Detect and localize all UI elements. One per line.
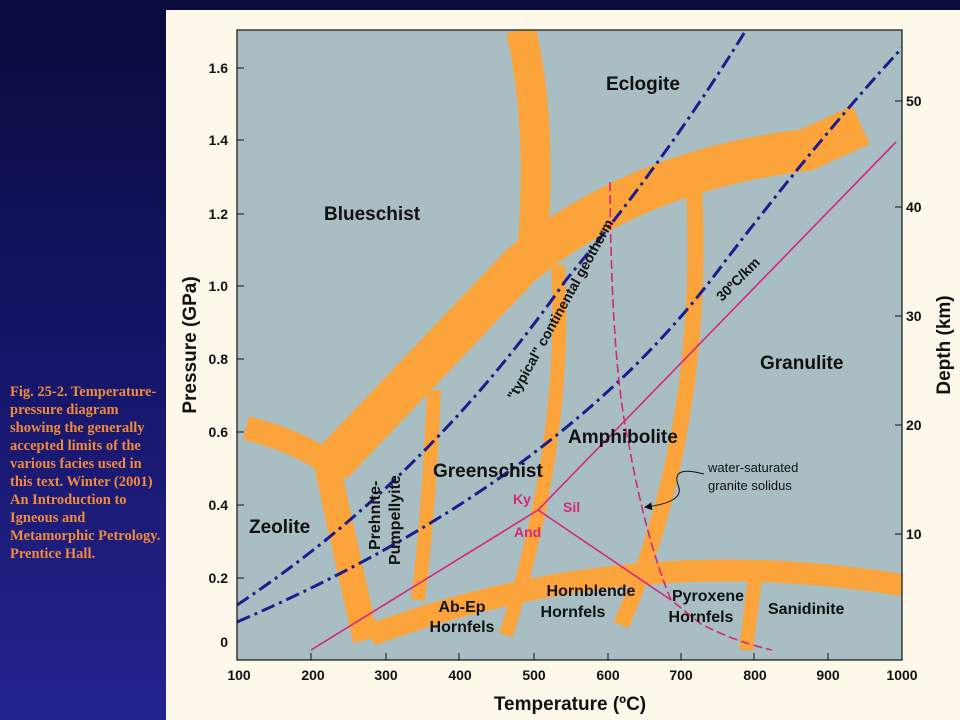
y-tick-1.4: 1.4 <box>209 132 229 148</box>
label-abep-line1: Ab-Ep <box>438 599 485 616</box>
figure-caption: Fig. 25-2. Temperature-pressure diagram … <box>10 384 161 562</box>
geotherm-30-curve <box>237 46 902 624</box>
y-tick-1.2: 1.2 <box>209 206 229 222</box>
label-hornblende-line2: Hornfels <box>541 604 606 621</box>
label-hornblende-line1: Hornblende <box>547 583 636 600</box>
x-tick-400: 400 <box>448 667 472 683</box>
label-solidus-line1: water-saturated <box>707 460 798 475</box>
label-pyroxene-line2: Hornfels <box>669 609 734 626</box>
label-amphibolite: Amphibolite <box>568 427 678 448</box>
label-blueschist: Blueschist <box>324 204 421 225</box>
andalusite-sillimanite-line <box>537 509 672 601</box>
figure-panel: 0 0.2 0.4 0.6 0.8 1.0 1.2 1.4 1.6 10 20 … <box>166 10 960 720</box>
kyanite-sillimanite-line <box>537 141 897 511</box>
y2-tick-20: 20 <box>906 417 922 433</box>
band-sanidinite-boundary <box>739 569 763 651</box>
x-tick-200: 200 <box>301 667 325 683</box>
y-tick-1.0: 1.0 <box>209 278 229 294</box>
y-tick-0.6: 0.6 <box>209 424 229 440</box>
x-tick-800: 800 <box>743 667 767 683</box>
band-zeolite-upper <box>243 416 338 475</box>
y-tick-0.2: 0.2 <box>209 570 229 586</box>
label-eclogite: Eclogite <box>606 74 680 95</box>
y-tick-1.6: 1.6 <box>209 60 229 76</box>
x-tick-100: 100 <box>227 667 251 683</box>
x-tick-300: 300 <box>374 667 398 683</box>
y2-tick-10: 10 <box>906 526 922 542</box>
facies-diagram: 0 0.2 0.4 0.6 0.8 1.0 1.2 1.4 1.6 10 20 … <box>180 29 955 715</box>
label-abep-line2: Hornfels <box>430 619 495 636</box>
y2-tick-30: 30 <box>906 308 922 324</box>
x-tick-500: 500 <box>522 667 546 683</box>
y2-tick-50: 50 <box>906 93 922 109</box>
label-prehnite-line1: Prehnite- <box>367 481 384 550</box>
band-eclogite-blueschist <box>506 30 551 267</box>
y-tick-0.8: 0.8 <box>209 351 229 367</box>
y-axis-title: Pressure (GPa) <box>180 276 201 413</box>
x-tick-900: 900 <box>816 667 840 683</box>
x-tick-600: 600 <box>596 667 620 683</box>
plot-frame <box>236 29 903 661</box>
label-sillimanite: Sil <box>563 499 580 515</box>
geotherm-typical-curve <box>237 30 748 607</box>
band-zeolite-prehnite <box>313 457 379 643</box>
label-pyroxene-line1: Pyroxene <box>672 588 744 605</box>
x-tick-700: 700 <box>669 667 693 683</box>
label-prehnite-line2: Pumpellyite <box>387 475 404 565</box>
band-hornfels-upper <box>367 559 902 646</box>
granite-solidus-curve <box>609 181 773 651</box>
band-prehnite-greenschist <box>411 389 441 601</box>
label-zeolite: Zeolite <box>249 517 310 538</box>
solidus-pointer-arrow <box>644 470 705 511</box>
x-tick-1000: 1000 <box>886 667 917 683</box>
x-axis-title: Temperature (ºC) <box>494 694 646 715</box>
kyanite-andalusite-line <box>310 509 539 651</box>
label-greenschist: Greenschist <box>433 461 543 482</box>
label-andalusite: And <box>514 524 541 540</box>
left-panel: Fig. 25-2. Temperature-pressure diagram … <box>0 0 166 720</box>
y2-tick-40: 40 <box>906 199 922 215</box>
label-kyanite: Ky <box>513 491 531 507</box>
label-granulite: Granulite <box>760 353 843 374</box>
label-sanidinite: Sanidinite <box>768 601 845 618</box>
label-solidus-line2: granite solidus <box>708 478 792 493</box>
y-tick-0.4: 0.4 <box>209 497 229 513</box>
y-tick-0: 0 <box>220 634 228 650</box>
y2-axis-title: Depth (km) <box>934 295 955 394</box>
